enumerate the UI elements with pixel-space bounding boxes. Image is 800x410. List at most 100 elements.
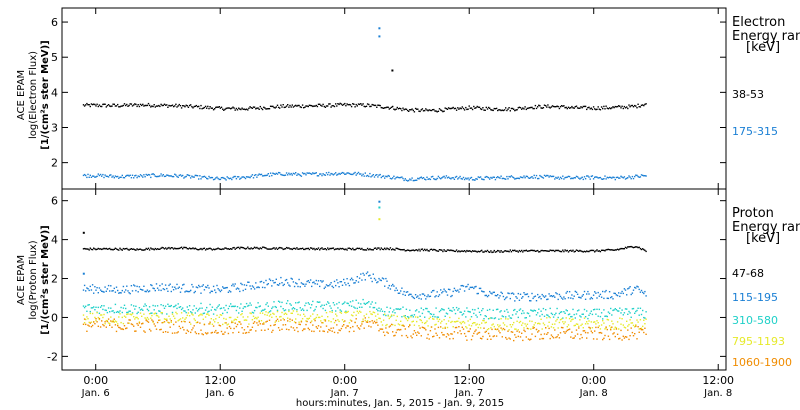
proton-point — [273, 324, 275, 326]
proton-point — [185, 246, 187, 249]
proton-point — [178, 306, 180, 309]
proton-point — [317, 316, 320, 319]
proton-point — [527, 338, 530, 340]
proton-point — [171, 332, 174, 334]
proton-point — [401, 334, 403, 337]
electron-point — [272, 105, 274, 108]
proton-point — [608, 249, 611, 251]
proton-point — [182, 284, 184, 286]
proton-point — [478, 251, 481, 253]
electron-point — [449, 177, 451, 179]
proton-point — [305, 320, 307, 322]
proton-point — [490, 338, 492, 340]
electron-point — [323, 174, 325, 176]
proton-point — [202, 247, 204, 250]
proton-point — [491, 293, 493, 295]
proton-point — [550, 312, 553, 314]
proton-point — [582, 294, 584, 296]
proton-point — [557, 327, 559, 329]
proton-point — [400, 328, 402, 331]
proton-point — [493, 317, 495, 320]
electron-point — [170, 105, 172, 107]
proton-point — [102, 323, 104, 326]
proton-point — [155, 314, 158, 317]
electron-point — [272, 172, 274, 174]
proton-point — [465, 335, 467, 337]
proton-point — [461, 314, 463, 316]
proton-point — [353, 330, 355, 332]
proton-point — [361, 247, 363, 250]
proton-point — [454, 289, 457, 292]
proton-point — [239, 321, 241, 323]
proton-point — [559, 319, 562, 321]
proton-point — [87, 324, 89, 326]
proton-point — [218, 316, 220, 318]
proton-point — [422, 293, 425, 295]
electron-point — [227, 107, 230, 109]
proton-point — [592, 294, 595, 296]
electron-point — [622, 107, 624, 110]
electron-point — [543, 174, 546, 177]
proton-point — [386, 247, 388, 249]
proton-point — [307, 302, 309, 304]
proton-point — [107, 307, 110, 309]
proton-point — [98, 312, 101, 314]
proton-point — [156, 248, 159, 250]
proton-point — [215, 318, 217, 320]
proton-point — [380, 279, 382, 282]
proton-point — [338, 320, 340, 323]
proton-point — [346, 249, 348, 251]
electron-point — [217, 106, 219, 108]
electron-point — [484, 176, 486, 178]
proton-point — [498, 318, 500, 320]
proton-point — [103, 305, 105, 307]
proton-point — [373, 311, 376, 314]
proton-point — [394, 312, 396, 314]
electron-point — [396, 106, 398, 109]
proton-point — [129, 248, 131, 250]
proton-point — [338, 301, 340, 304]
proton-point — [627, 325, 629, 327]
proton-point — [369, 321, 371, 323]
proton-point — [484, 331, 486, 333]
proton-point — [525, 249, 527, 251]
proton-point — [345, 284, 347, 286]
proton-point — [243, 284, 246, 286]
proton-point — [571, 315, 573, 318]
proton-point — [540, 310, 542, 312]
proton-point — [524, 317, 526, 319]
proton-point — [550, 249, 553, 252]
electron-point — [291, 104, 293, 106]
proton-point — [324, 319, 327, 321]
proton-point — [137, 311, 139, 313]
proton-point — [101, 305, 103, 307]
proton-point — [493, 291, 495, 293]
proton-point — [630, 327, 632, 329]
electron-point — [616, 176, 619, 178]
electron-point — [276, 173, 279, 175]
electron-point — [522, 107, 524, 109]
proton-point — [151, 312, 153, 314]
proton-point — [233, 305, 235, 308]
proton-point — [533, 326, 535, 329]
electron-point — [256, 176, 258, 178]
proton-point — [187, 312, 190, 314]
proton-point — [275, 320, 277, 322]
electron-point — [630, 104, 632, 107]
electron-point — [438, 177, 441, 179]
electron-point — [325, 105, 328, 107]
electron-point — [211, 107, 214, 109]
proton-point — [180, 246, 183, 248]
electron-point — [163, 103, 166, 105]
proton-point — [637, 307, 639, 309]
electron-point — [314, 172, 316, 174]
electron-point — [346, 103, 348, 105]
proton-point — [557, 298, 559, 301]
proton-point — [135, 330, 137, 332]
proton-point — [418, 248, 420, 251]
electron-point — [575, 105, 578, 107]
proton-point — [443, 334, 445, 336]
proton-point — [429, 295, 432, 297]
proton-point — [369, 274, 371, 276]
